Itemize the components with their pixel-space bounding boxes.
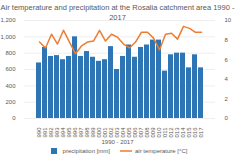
svg-text:8: 8	[225, 37, 229, 43]
svg-text:200: 200	[5, 99, 16, 105]
svg-text:2017: 2017	[198, 127, 204, 138]
svg-text:1,200: 1,200	[0, 17, 16, 23]
svg-text:1,000: 1,000	[0, 34, 16, 40]
svg-text:10: 10	[225, 17, 232, 23]
svg-text:800: 800	[5, 50, 16, 56]
svg-text:4: 4	[225, 76, 229, 82]
svg-text:600: 600	[5, 66, 16, 72]
svg-text:6: 6	[225, 57, 229, 63]
svg-text:400: 400	[5, 83, 16, 89]
svg-text:0: 0	[225, 115, 229, 121]
svg-text:2: 2	[225, 96, 229, 102]
svg-text:0: 0	[12, 115, 16, 121]
